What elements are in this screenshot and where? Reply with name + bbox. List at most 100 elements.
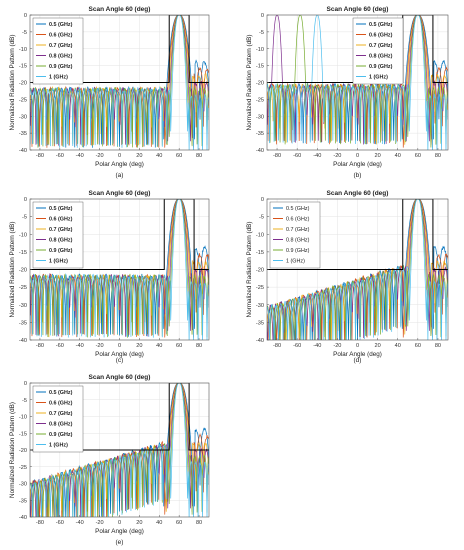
- panel-e-xtick-label: 80: [196, 520, 202, 526]
- panel-e-caption: (e): [116, 539, 124, 546]
- panel-b: -80 -60 -40 -20 0 20 40 60 80 0 -5 -10 -15 -20 -25 -30 -…: [246, 6, 449, 179]
- panel-b-xtick-label: 40: [395, 153, 401, 159]
- panel-c-xtick-label: 60: [176, 343, 182, 349]
- panel-d-ytick-label: -15: [256, 250, 264, 256]
- panel-e-ytick-label: -20: [19, 448, 27, 454]
- panel-e-title: Scan Angle 60 (deg): [89, 374, 151, 381]
- panel-e-series-line: [30, 383, 209, 517]
- panel-c-ytick-label: -10: [19, 232, 27, 238]
- panel-e-ytick-label: 0: [24, 381, 27, 387]
- panel-d-ytick-label: -30: [256, 303, 264, 309]
- panel-e-mask-line: [30, 383, 209, 451]
- panel-d-legend-box: [269, 201, 321, 269]
- panel-e-legend-label: 1 (GHz): [49, 443, 68, 449]
- panel-a-xtick-label: 80: [196, 153, 202, 159]
- panel-a-xtick-label: 40: [156, 153, 162, 159]
- panel-b-ytick-label: -40: [256, 148, 264, 154]
- panel-d-ytick-label: 0: [261, 197, 264, 203]
- panel-e-legend-label: 0.6 (GHz): [49, 401, 73, 407]
- panel-a-ytick-label: -5: [22, 30, 27, 36]
- panel-d-legend-label: 0.7 (GHz): [286, 227, 310, 233]
- panel-b-xtick-label: -20: [333, 153, 341, 159]
- panel-a-series-group: [30, 15, 209, 150]
- panel-c-ytick-label: -15: [19, 250, 27, 256]
- panel-a-xlabel: Polar Angle (deg): [95, 161, 144, 168]
- panel-c-legend-label: 0.7 (GHz): [49, 227, 73, 233]
- panel-c-ytick-label: -30: [19, 303, 27, 309]
- panel-b-xtick-label: -60: [293, 153, 301, 159]
- panel-d-xtick-label: -40: [313, 343, 321, 349]
- panel-d-legend-label: 0.8 (GHz): [286, 238, 310, 244]
- panel-b-ytick-label: 0: [261, 13, 264, 19]
- panel-d-xlabel: Polar Angle (deg): [333, 351, 382, 358]
- panel-a-legend-label: 0.5 (GHz): [49, 22, 73, 28]
- panel-b-series-line: [267, 15, 448, 145]
- panel-b-xtick-label: 80: [435, 153, 441, 159]
- panel-b-xtick-label: 0: [356, 153, 359, 159]
- panel-b-caption: (b): [354, 172, 362, 179]
- panel-b-series-line: [267, 15, 448, 145]
- panel-e-legend-box: [32, 385, 84, 453]
- panel-e-legend-label: 0.5 (GHz): [49, 390, 73, 396]
- panel-a-xtick-label: -20: [96, 153, 104, 159]
- panel-a-xtick-label: -40: [76, 153, 84, 159]
- panel-a-legend-label: 0.7 (GHz): [49, 43, 73, 49]
- panel-a-xtick-label: 60: [176, 153, 182, 159]
- panel-c-title: Scan Angle 60 (deg): [89, 190, 151, 197]
- panel-c-ylabel: Normalized Radiation Pattern (dB): [9, 222, 16, 318]
- panel-d-ytick-label: -35: [256, 320, 264, 326]
- panel-d-legend-label: 0.9 (GHz): [286, 248, 310, 254]
- panel-e-series-line: [30, 383, 209, 517]
- panel-c-legend-label: 0.9 (GHz): [49, 248, 73, 254]
- panel-a-ytick-label: -35: [19, 131, 27, 137]
- panel-e-legend-label: 0.7 (GHz): [49, 411, 73, 417]
- panel-d-xtick-label: 60: [415, 343, 421, 349]
- panel-a-xtick-label: 0: [118, 153, 121, 159]
- panel-e-xtick-label: 0: [118, 520, 121, 526]
- panel-c-legend-label: 0.6 (GHz): [49, 217, 73, 223]
- panel-e-ytick-label: -25: [19, 465, 27, 471]
- panel-d-xtick-label: -60: [293, 343, 301, 349]
- panel-c-legend-label: 0.5 (GHz): [49, 206, 73, 212]
- panel-d-ytick-label: -40: [256, 338, 264, 344]
- panel-a-xtick-label: -80: [36, 153, 44, 159]
- panel-b-ytick-label: -5: [259, 30, 264, 36]
- panel-b-legend-box: [352, 17, 404, 85]
- panel-a-ytick-label: -15: [19, 64, 27, 70]
- panel-b-legend-label: 0.7 (GHz): [369, 43, 393, 49]
- panel-e-xtick-label: 40: [156, 520, 162, 526]
- panel-d-ytick-label: -20: [256, 268, 264, 274]
- panel-e: -80 -60 -40 -20 0 20 40 60 80 0 -5 -10 -15 -20 -25 -30 -…: [9, 374, 210, 546]
- panel-b-xtick-label: 60: [415, 153, 421, 159]
- panel-a-legend-label: 1 (GHz): [49, 75, 68, 81]
- panel-e-ytick-label: -10: [19, 415, 27, 421]
- panel-d-legend-label: 0.6 (GHz): [286, 217, 310, 223]
- panel-a-legend-label: 0.8 (GHz): [49, 54, 73, 60]
- panel-a-title: Scan Angle 60 (deg): [89, 6, 151, 13]
- panel-c-xtick-label: 20: [136, 343, 142, 349]
- panel-b-ytick-label: -25: [256, 97, 264, 103]
- panel-b-title: Scan Angle 60 (deg): [327, 6, 389, 13]
- panel-e-xtick-label: -80: [36, 520, 44, 526]
- panel-a-ytick-label: -10: [19, 47, 27, 53]
- panel-a-ytick-label: -25: [19, 97, 27, 103]
- panel-c-series-line: [30, 199, 209, 340]
- panel-a-series-line: [30, 15, 209, 146]
- panel-c-xtick-label: 0: [118, 343, 121, 349]
- panel-d-series-line: [267, 199, 448, 340]
- panel-c-legend-label: 1 (GHz): [49, 259, 68, 265]
- panel-e-ylabel: Normalized Radiation Pattern (dB): [9, 402, 16, 498]
- panel-b-ytick-label: -15: [256, 64, 264, 70]
- panel-c-xtick-label: -80: [36, 343, 44, 349]
- panel-d-series-line: [267, 199, 448, 340]
- panel-e-legend-label: 0.8 (GHz): [49, 422, 73, 428]
- panel-d-ytick-label: -5: [259, 215, 264, 221]
- panel-c-series-group: [30, 199, 209, 340]
- panel-d-ytick-label: -10: [256, 232, 264, 238]
- panel-e-ytick-label: -5: [22, 398, 27, 404]
- panel-b-series-line: [267, 15, 448, 150]
- panel-c-mask-line: [30, 199, 209, 270]
- panel-c-series-line: [30, 199, 209, 337]
- panel-b-legend-label: 0.6 (GHz): [369, 33, 393, 39]
